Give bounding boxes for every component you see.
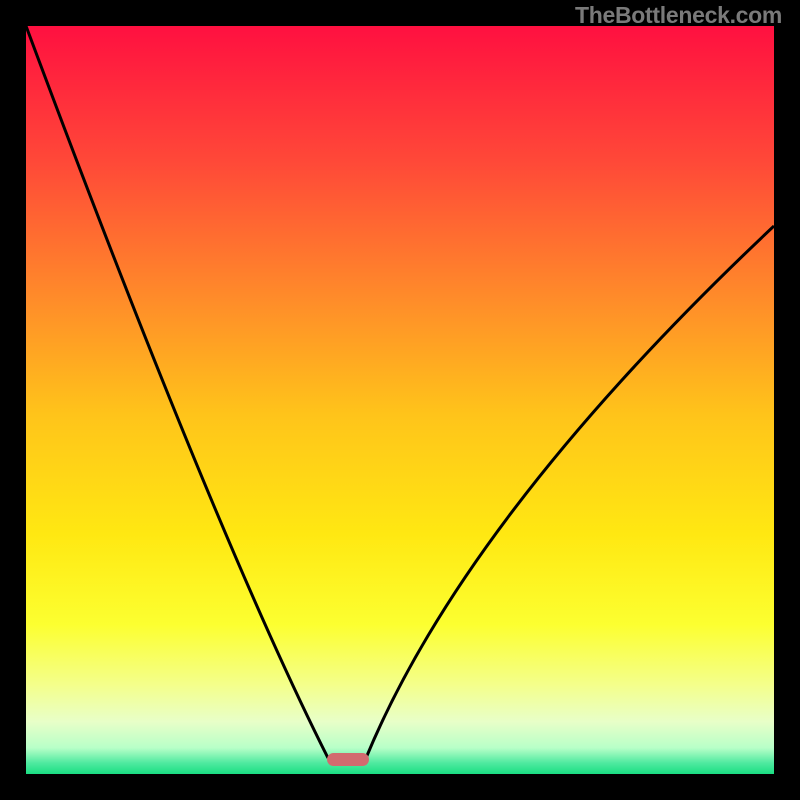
bottleneck-curve [26, 26, 774, 774]
curve-left-branch [26, 26, 328, 758]
vertex-marker [327, 753, 369, 766]
watermark-text: TheBottleneck.com [575, 2, 782, 29]
plot-area [26, 26, 774, 774]
curve-right-branch [366, 226, 774, 758]
